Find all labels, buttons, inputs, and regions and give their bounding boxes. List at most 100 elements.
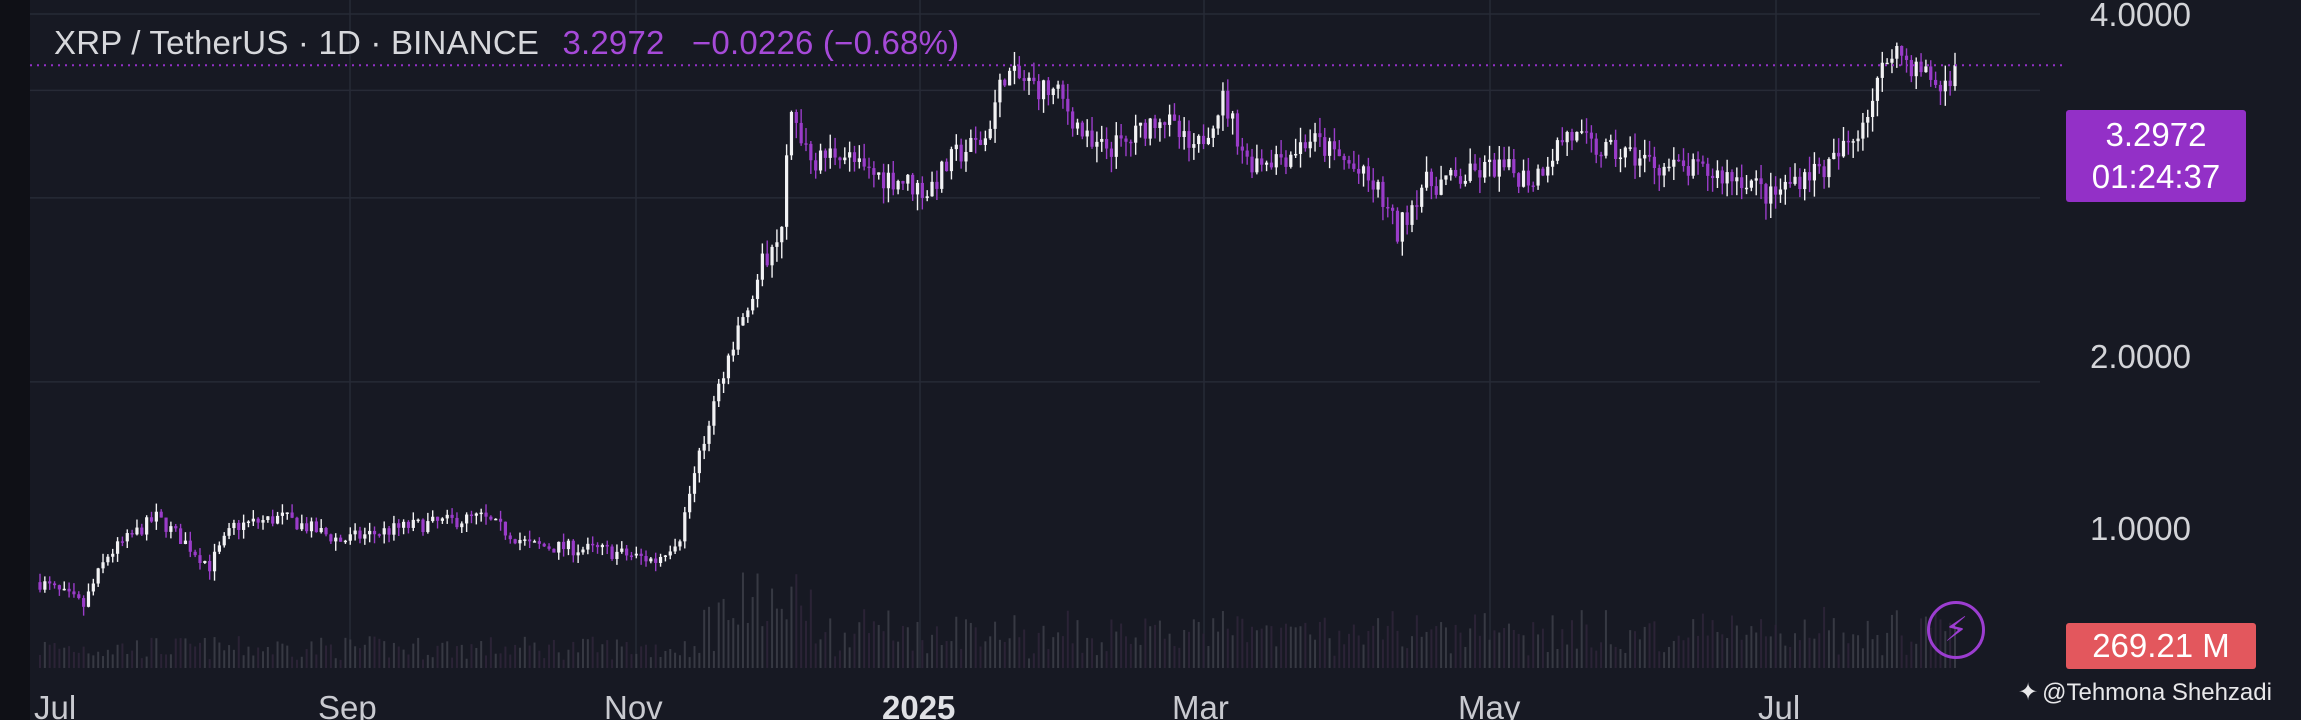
candle-body bbox=[67, 588, 71, 592]
volume-bar bbox=[1910, 641, 1913, 668]
volume-bar bbox=[1401, 646, 1404, 668]
candle-body bbox=[300, 523, 304, 530]
candle-body bbox=[1555, 140, 1560, 161]
lightning-bolt-icon[interactable]: ⚡ bbox=[1927, 601, 1985, 659]
volume-bar bbox=[538, 650, 541, 668]
candle-body bbox=[1667, 166, 1671, 169]
volume-bar bbox=[1440, 622, 1443, 668]
candle-body bbox=[1681, 160, 1686, 167]
volume-bar bbox=[1852, 634, 1855, 668]
candle-body bbox=[959, 144, 963, 162]
volume-bar bbox=[1895, 610, 1898, 668]
volume-bar bbox=[654, 644, 657, 668]
candle-body bbox=[741, 317, 745, 326]
candle-body bbox=[843, 157, 847, 161]
volume-bar bbox=[97, 651, 100, 668]
watermark: ✦ @Tehmona Shehzadi bbox=[2018, 678, 2272, 707]
volume-bar bbox=[1023, 629, 1026, 668]
volume-bar bbox=[378, 638, 381, 668]
candle-body bbox=[838, 157, 842, 161]
candle-body bbox=[1264, 162, 1269, 165]
volume-bar bbox=[63, 647, 66, 668]
candle-body bbox=[1725, 172, 1729, 184]
candle-body bbox=[382, 528, 386, 535]
volume-bar bbox=[1304, 622, 1307, 668]
candle-body bbox=[974, 137, 978, 140]
candle-body bbox=[159, 511, 163, 518]
candle-body bbox=[1846, 140, 1850, 143]
volume-bar bbox=[1551, 615, 1554, 668]
candle-body bbox=[465, 514, 469, 524]
volume-bar bbox=[402, 649, 405, 668]
candle-body bbox=[1521, 170, 1526, 187]
volume-bar bbox=[1566, 644, 1569, 668]
candle-body bbox=[1866, 116, 1870, 123]
candle-body bbox=[261, 520, 265, 523]
volume-bar bbox=[1571, 620, 1573, 668]
candle-body bbox=[1604, 142, 1608, 156]
volume-bar bbox=[1139, 644, 1142, 668]
candle-body bbox=[426, 521, 430, 533]
volume-bar bbox=[1071, 643, 1074, 668]
volume-bar bbox=[1168, 633, 1171, 668]
volume-bar bbox=[1032, 653, 1035, 668]
volume-bar bbox=[1347, 633, 1350, 668]
candle-body bbox=[799, 122, 803, 144]
volume-bar bbox=[712, 650, 715, 668]
volume-bar bbox=[1823, 606, 1826, 668]
candle-body bbox=[183, 540, 188, 544]
candle-body bbox=[101, 562, 105, 569]
volume-bar bbox=[800, 605, 803, 668]
candle-body bbox=[1405, 212, 1409, 225]
candle-body bbox=[1517, 173, 1521, 187]
candle-body bbox=[1226, 90, 1230, 119]
candle-body bbox=[998, 79, 1002, 103]
candle-body bbox=[1100, 138, 1104, 142]
volume-bar bbox=[412, 643, 415, 668]
volume-bar bbox=[198, 642, 201, 668]
volume-bar bbox=[126, 653, 129, 668]
candle-body bbox=[82, 598, 86, 607]
candle-body bbox=[411, 519, 415, 528]
candle-body bbox=[988, 128, 992, 139]
volume-bar bbox=[1343, 644, 1346, 668]
volume-bar bbox=[1561, 629, 1564, 668]
volume-bar bbox=[1745, 634, 1748, 668]
candle-body bbox=[1085, 130, 1089, 137]
volume-bar bbox=[1740, 639, 1743, 668]
volume-bar bbox=[1377, 618, 1380, 668]
volume-bar bbox=[1367, 630, 1370, 668]
volume-bar bbox=[698, 652, 701, 668]
volume-bar bbox=[955, 616, 958, 668]
candle-body bbox=[469, 514, 474, 517]
volume-bar bbox=[1406, 648, 1409, 668]
volume-bar bbox=[877, 624, 880, 668]
candle-body bbox=[1138, 122, 1143, 126]
candle-body bbox=[920, 182, 924, 199]
candle-body bbox=[731, 349, 735, 356]
volume-bar bbox=[92, 655, 95, 668]
candle-body bbox=[896, 180, 900, 190]
volume-bar bbox=[441, 642, 444, 668]
volume-bar bbox=[838, 650, 841, 668]
candle-body bbox=[925, 196, 929, 199]
volume-bar bbox=[1357, 635, 1360, 668]
volume-bar bbox=[1338, 630, 1341, 668]
candle-body bbox=[120, 541, 125, 543]
volume-bar bbox=[426, 654, 429, 668]
volume-bar bbox=[1706, 635, 1709, 668]
candle-body bbox=[755, 279, 760, 299]
candle-body bbox=[1415, 205, 1419, 207]
volume-bar bbox=[989, 636, 992, 668]
volume-bar bbox=[208, 659, 211, 668]
candle-body bbox=[775, 242, 779, 247]
candle-body bbox=[474, 513, 478, 516]
candle-body bbox=[770, 246, 774, 266]
candle-body bbox=[1851, 141, 1855, 143]
last-price-value: 3.2972 bbox=[2105, 116, 2207, 153]
volume-bar bbox=[1876, 635, 1879, 668]
candle-body bbox=[1575, 131, 1579, 141]
volume-bar bbox=[383, 641, 386, 668]
